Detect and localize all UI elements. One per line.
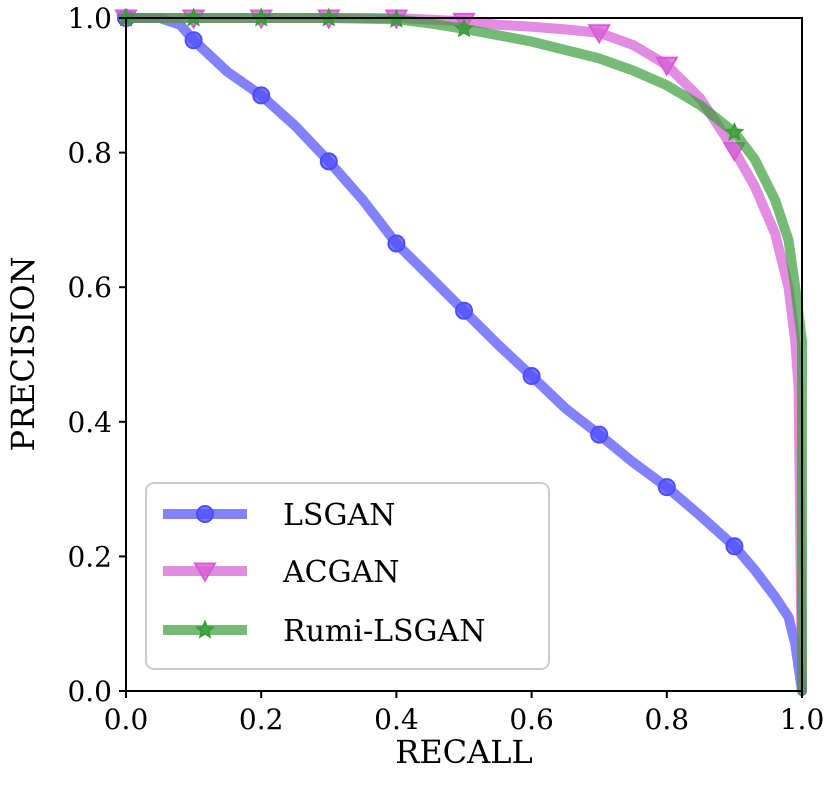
legend-marker [193,562,217,583]
legend-label: LSGAN [283,498,395,533]
legend-box [145,482,550,670]
data-point-acgan [655,56,679,77]
data-point-lsgan [319,152,338,171]
legend-entry-lsgan: LSGAN [163,498,395,533]
plot-frame [125,17,803,692]
data-point-lsgan [590,425,609,444]
data-point-lsgan [252,86,271,105]
x-axis-label: RECALL [395,733,533,771]
y-tick-label: 0.2 [67,540,112,573]
data-point-lsgan [657,478,676,497]
data-point-rumi-lsgan [724,121,745,141]
legend-marker [194,619,216,639]
x-tick-label: 0.0 [104,703,149,736]
y-tick-label: 0.4 [67,406,112,439]
legend-marker [196,505,214,523]
x-axis-ticks: 0.0 0.2 0.4 0.6 0.8 1.0 [104,691,825,736]
y-tick-label: 1.0 [67,2,112,35]
data-point-lsgan [184,31,203,50]
y-tick-label: 0.8 [67,137,112,170]
data-point-rumi-lsgan [453,18,475,38]
series-lsgan [117,9,807,696]
legend-label: Rumi-LSGAN [283,614,485,649]
legend: LSGAN ACGAN Rumi-LSGAN [145,482,550,670]
x-tick-label: 0.6 [509,703,554,736]
legend-entry-acgan: ACGAN [163,555,400,590]
data-point-acgan [587,24,611,45]
legend-entry-rumi-lsgan: Rumi-LSGAN [163,614,485,649]
data-point-lsgan [387,234,406,253]
x-tick-label: 0.2 [239,703,284,736]
data-point-acgan [722,142,747,163]
data-point-lsgan [725,537,744,556]
y-tick-label: 0.6 [67,271,112,304]
legend-entries: LSGAN ACGAN Rumi-LSGAN [163,498,485,649]
y-axis-label: PRECISION [4,257,42,452]
legend-label: ACGAN [282,555,400,590]
y-axis-ticks: 0.0 0.2 0.4 0.6 0.8 1.0 [67,2,126,708]
data-point-lsgan [522,367,541,386]
x-tick-label: 0.8 [645,703,690,736]
data-point-lsgan [455,301,473,320]
y-tick-label: 0.0 [67,675,112,708]
x-tick-label: 1.0 [780,703,825,736]
x-tick-label: 0.4 [374,703,419,736]
